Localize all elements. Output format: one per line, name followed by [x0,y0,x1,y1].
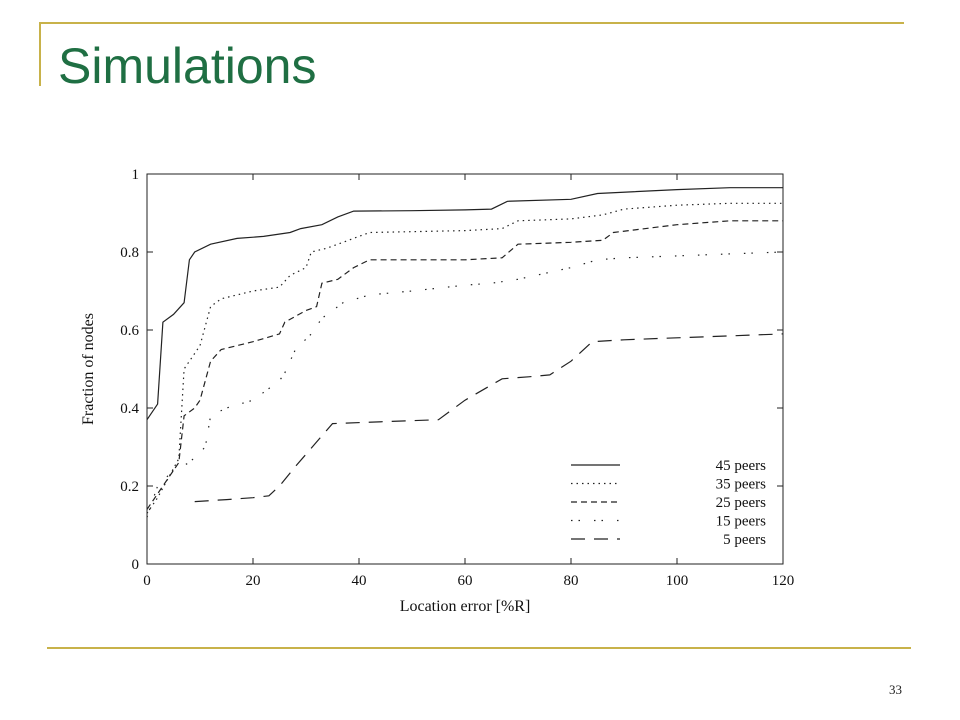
page-number: 33 [889,682,902,697]
y-tick-label: 1 [132,167,140,183]
series-lines [146,187,784,518]
y-tick-label: 0.6 [120,323,139,339]
y-tick-label: 0 [132,557,140,573]
x-tick-label: 80 [564,573,579,589]
x-tick-label: 120 [772,573,795,589]
series-line-4 [146,251,784,518]
series-line-3 [146,220,783,510]
left-rule [39,22,41,86]
x-tick-label: 0 [143,573,151,589]
series-line-5 [194,333,784,503]
y-tick-label: 0.2 [120,479,139,495]
y-axis-label: Fraction of nodes [80,313,97,425]
legend-label: 5 peers [723,532,766,548]
legend-label: 15 peers [716,514,767,530]
x-tick-label: 100 [666,573,689,589]
x-tick-label: 60 [458,573,473,589]
slide-title: Simulations [58,38,317,94]
legend-label: 45 peers [716,458,767,474]
series-line-1 [146,187,783,421]
y-tick-label: 0.8 [120,245,139,261]
x-tick-label: 40 [352,573,367,589]
axis-ticks: 0 20 40 60 80 100 120 0 0.2 0.4 0.6 0.8 1 [120,167,794,589]
legend-label: 25 peers [716,495,767,511]
legend-label: 35 peers [716,477,767,493]
top-rule [40,22,904,24]
bottom-rule [47,647,911,649]
x-tick-label: 20 [246,573,261,589]
legend: 45 peers 35 peers 25 peers 15 peers 5 peers [571,458,766,548]
plot-frame [146,173,784,565]
y-tick-label: 0.4 [120,401,139,417]
series-line-2 [146,202,783,514]
x-axis-label: Location error [%R] [400,598,531,615]
